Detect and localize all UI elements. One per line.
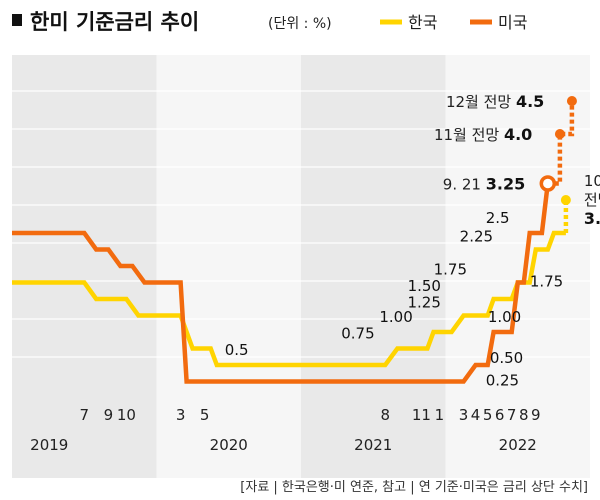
data-label: 1.00 [488,308,521,326]
data-label: 2.25 [460,228,493,246]
x-tick-label: 7 [507,406,517,424]
x-tick-label: 3 [176,406,186,424]
x-tick-label: 11 [412,406,431,424]
data-label: 1.75 [434,261,467,279]
legend-label-1: 미국 [498,13,527,32]
callout-us-nov: 11월 전망 4.0 [434,125,532,144]
callout-kr-oct: 10월전망3.0 [584,172,600,228]
data-label: 1.00 [379,308,412,326]
year-label: 2019 [30,436,68,454]
x-tick-label: 9 [531,406,541,424]
x-tick-label: 5 [200,406,210,424]
x-tick-label: 10 [117,406,136,424]
callout-line: 11월 전망 4.0 [434,125,532,144]
callout-value: 3.0 [584,209,600,228]
year-label: 2022 [499,436,537,454]
callout-value: 3.25 [486,175,525,194]
callout-us-sep: 9. 21 3.25 [443,175,525,194]
callout-text: 12월 전망 [446,93,516,111]
source-note: [자료 | 한국은행·미 연준, 참고 | 연 기준·미국은 금리 상단 수치] [240,479,588,495]
marker-us-dec [566,96,577,106]
x-tick-label: 3 [459,406,469,424]
callout-value: 4.0 [504,125,532,144]
x-tick-label: 9 [104,406,114,424]
data-label: 2.5 [486,209,510,227]
callout-line: 전망 [584,191,600,209]
series-line-us [12,183,551,384]
legend-label-0: 한국 [408,13,437,32]
callout-line: 10월 [584,172,600,190]
callout-text: 전망 [584,191,600,209]
callout-text: 10월 [584,172,600,190]
band-2020 [156,55,301,478]
data-label: 1.25 [407,294,440,312]
x-tick-label: 7 [79,406,89,424]
callout-line: 3.0 [584,209,600,228]
year-label: 2021 [354,436,392,454]
series-line-korea [12,230,566,368]
data-label: 1.75 [530,273,563,291]
marker-us-current [539,175,557,192]
data-label: 0.75 [341,325,374,343]
callout-line: 12월 전망 4.5 [446,92,544,111]
band-2021 [301,55,446,478]
callout-us-dec: 12월 전망 4.5 [446,92,544,111]
chart-title: 한미 기준금리 추이 [30,10,199,34]
band-2022 [445,55,590,478]
x-tick-label: 4 [471,406,481,424]
data-label: 0.5 [225,341,249,359]
title-marker [12,14,22,26]
data-label: 1.50 [408,277,441,295]
marker-korea-forecast [560,195,571,205]
x-tick-label: 5 [483,406,493,424]
callout-text: 11월 전망 [434,126,504,144]
x-tick-label: 8 [519,406,529,424]
data-label: 0.25 [486,372,519,390]
year-label: 2020 [210,436,248,454]
x-tick-label: 8 [380,406,390,424]
callout-value: 4.5 [516,92,544,111]
unit-note: (단위 : %) [268,16,332,32]
callout-text: 9. 21 [443,176,486,194]
callout-line: 9. 21 3.25 [443,175,525,194]
x-tick-label: 1 [435,406,445,424]
x-tick-label: 6 [495,406,505,424]
marker-us-nov [554,129,565,139]
data-label: 0.50 [490,349,523,367]
